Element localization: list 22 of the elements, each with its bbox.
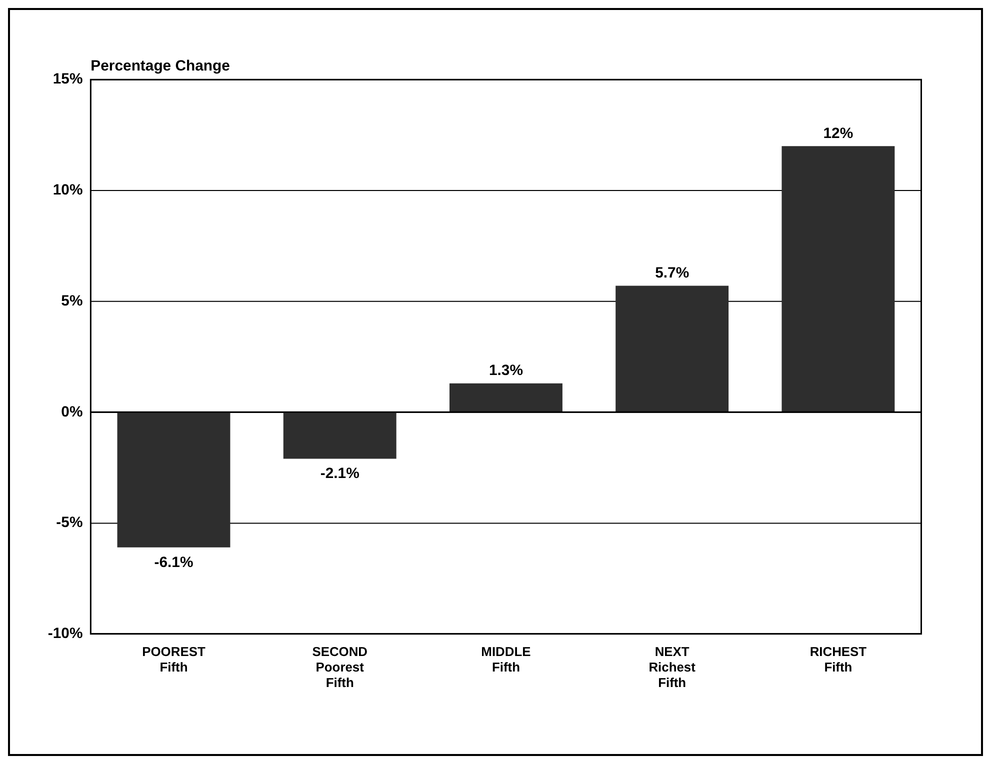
data-label: -2.1% bbox=[320, 465, 360, 482]
x-tick-label: RICHEST Fifth bbox=[810, 644, 867, 675]
x-tick-label: POOREST Fifth bbox=[142, 644, 206, 675]
data-label: -6.1% bbox=[154, 554, 194, 571]
x-tick-label: SECOND Poorest Fifth bbox=[312, 644, 368, 690]
data-label: 5.7% bbox=[655, 264, 690, 282]
y-tick-label: -5% bbox=[56, 514, 83, 532]
y-tick-label: -10% bbox=[48, 624, 83, 642]
y-tick-label: 0% bbox=[61, 403, 83, 420]
y-tick-label: 10% bbox=[52, 182, 83, 199]
y-tick-label: 15% bbox=[52, 70, 83, 88]
x-tick-label: MIDDLE Fifth bbox=[481, 644, 532, 675]
y-tick-label: 5% bbox=[61, 292, 83, 310]
bar bbox=[283, 412, 396, 459]
bar bbox=[117, 412, 230, 548]
x-tick-label: NEXT Richest Fifth bbox=[648, 644, 696, 690]
y-axis-title: Percentage Change bbox=[90, 57, 230, 74]
data-label: 1.3% bbox=[488, 362, 523, 380]
bar bbox=[616, 286, 729, 412]
bar bbox=[449, 383, 562, 412]
bar bbox=[782, 146, 895, 412]
data-label: 12% bbox=[823, 124, 854, 142]
